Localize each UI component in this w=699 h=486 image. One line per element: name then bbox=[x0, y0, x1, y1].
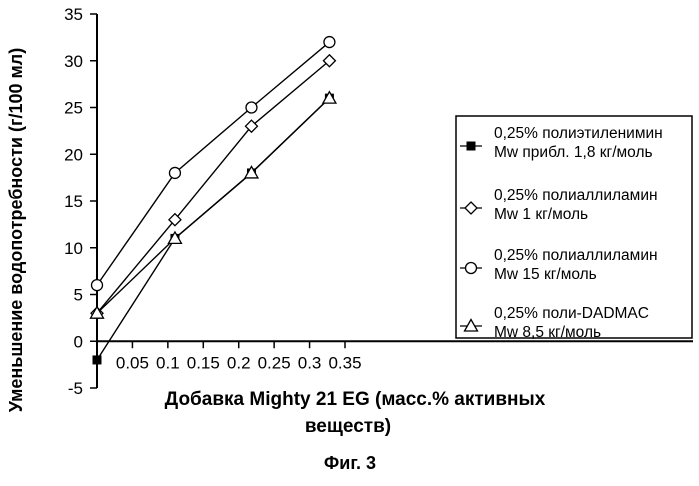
y-tick-label: 30 bbox=[64, 52, 83, 71]
data-point-triangle bbox=[323, 92, 336, 104]
data-point-circle bbox=[169, 167, 180, 178]
y-tick-label: 0 bbox=[74, 332, 83, 351]
x-tick-label: 0.2 bbox=[227, 353, 251, 372]
series-line-1 bbox=[97, 98, 329, 360]
x-tick-label: 0.05 bbox=[116, 353, 149, 372]
legend-label: Mw 8,5 кг/моль bbox=[494, 324, 601, 341]
x-tick-label: 0.3 bbox=[298, 353, 322, 372]
x-axis-title-line2: веществ) bbox=[305, 416, 391, 437]
data-point-circle bbox=[246, 102, 257, 113]
legend: 0,25% полиэтиленимин Mw прибл. 1,8 кг/мол… bbox=[456, 116, 692, 341]
y-tick-label: -5 bbox=[68, 379, 83, 398]
series-line-3 bbox=[97, 42, 329, 285]
y-tick-label: 15 bbox=[64, 192, 83, 211]
y-tick-label: 5 bbox=[74, 286, 83, 305]
x-axis-title-line1: Добавка Mighty 21 EG (масс.% активных bbox=[165, 389, 546, 410]
legend-marker-square bbox=[467, 142, 475, 150]
y-tick-label: 35 bbox=[64, 5, 83, 24]
legend-label: 0,25% полиэтиленимин bbox=[494, 125, 663, 142]
legend-label: 0,25% поли-DADMAC bbox=[494, 305, 649, 322]
x-tick-label: 0.25 bbox=[258, 353, 291, 372]
series-line-4 bbox=[97, 98, 329, 313]
legend-label: Mw 15 кг/моль bbox=[494, 266, 597, 283]
data-point-circle bbox=[92, 280, 103, 291]
y-axis-title: Уменьшение водопотребности (г/100 мл) bbox=[6, 48, 26, 412]
figure-caption: Фиг. 3 bbox=[324, 453, 376, 473]
legend-label: Mw прибл. 1,8 кг/моль bbox=[494, 144, 653, 161]
series-line-2 bbox=[97, 61, 329, 313]
y-tick-label: 20 bbox=[64, 145, 83, 164]
legend-marker-circle bbox=[466, 263, 477, 274]
legend-label: Mw 1 кг/моль bbox=[494, 206, 588, 223]
y-tick-label: 25 bbox=[64, 99, 83, 118]
x-tick-label: 0.15 bbox=[187, 353, 220, 372]
x-tick-label: 0.35 bbox=[328, 353, 361, 372]
x-tick-label: 0.1 bbox=[156, 353, 180, 372]
y-tick-label: 10 bbox=[64, 239, 83, 258]
data-point-circle bbox=[324, 37, 335, 48]
legend-label: 0,25% полиаллиламин bbox=[494, 247, 658, 264]
legend-label: 0,25% полиаллиламин bbox=[494, 187, 658, 204]
data-point-square bbox=[93, 356, 101, 364]
